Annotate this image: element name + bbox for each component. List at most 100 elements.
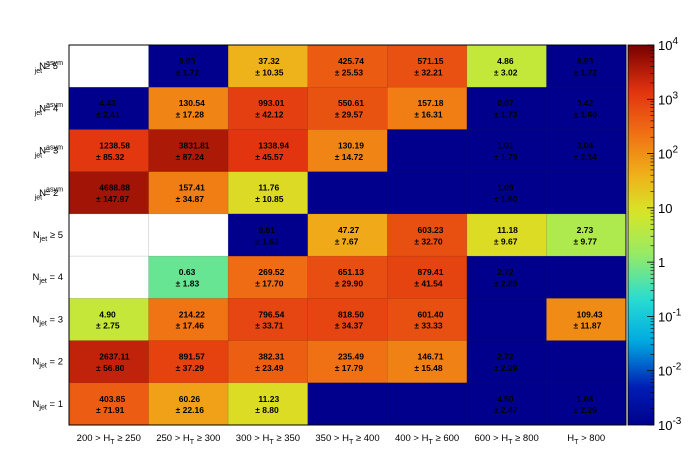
cell-value-label: 4.43 <box>99 98 116 108</box>
heatmap-cell <box>546 298 627 342</box>
heatmap-cell <box>307 87 388 130</box>
heatmap-cell <box>546 87 627 130</box>
cell-value-label: 8.81 <box>258 225 275 235</box>
y-tick-label: Nasym jet = 3 <box>34 143 63 159</box>
heatmap-cell <box>148 87 229 130</box>
heatmap-cell <box>307 171 388 215</box>
cell-error-label: ± 37.29 <box>176 363 205 373</box>
heatmap-cell <box>148 256 229 299</box>
cell-value-label: 8.93 <box>577 56 594 66</box>
heatmap-cell <box>546 340 627 384</box>
cell-error-label: ± 9.77 <box>573 236 597 246</box>
cell-error-label: ± 1.72 <box>176 67 200 77</box>
colorbar-tick-label: 10-3 <box>658 416 682 433</box>
heatmap-cell <box>69 129 150 173</box>
heatmap-cell <box>387 87 468 130</box>
x-tick-label: 300 > HT ≥ 350 <box>236 433 300 446</box>
colorbar-tick-label: 104 <box>658 36 678 53</box>
cell-value-label: 1338.94 <box>258 140 289 150</box>
colorbar-tick-label: 103 <box>658 90 678 107</box>
x-axis-labels: 200 > HT ≥ 250 250 > HT ≥ 300 300 > HT ≥ 3… <box>77 433 606 446</box>
heatmap-cell <box>228 171 309 215</box>
colorbar-gradient <box>627 44 655 426</box>
y-tick-label: Nasym jet = 4 <box>34 101 63 117</box>
heatmap-cell <box>546 129 627 173</box>
heatmap-cell <box>307 213 388 257</box>
heatmap-cell <box>307 129 388 173</box>
heatmap-cell <box>148 129 229 173</box>
x-tick-label: 200 > HT ≥ 250 <box>77 433 141 446</box>
cell-error-label: ± 33.71 <box>255 321 284 331</box>
cell-error-label: ± 2.41 <box>96 110 120 120</box>
heatmap-cell-empty <box>69 256 149 299</box>
y-tick-label: Njet = 4 <box>33 272 64 285</box>
heatmap-cell <box>228 340 309 384</box>
cell-value-label: 8.93 <box>179 56 196 66</box>
cell-value-label: 2637.11 <box>99 352 130 362</box>
heatmap-cell <box>228 87 309 130</box>
heatmap-cell <box>307 298 388 342</box>
cell-value-label: 651.13 <box>338 267 364 277</box>
cell-error-label: ± 10.35 <box>255 67 284 77</box>
cell-value-label: 146.71 <box>418 352 444 362</box>
cell-error-label: ± 42.12 <box>255 110 284 120</box>
cell-value-label: 601.40 <box>418 309 444 319</box>
heatmap-cell <box>148 298 229 342</box>
cell-value-label: 4688.88 <box>99 183 130 193</box>
cell-error-label: ± 2.89 <box>494 279 518 289</box>
heatmap-cell <box>69 87 150 130</box>
cell-value-label: 1.09 <box>497 183 514 193</box>
cell-error-label: ± 1.60 <box>573 110 597 120</box>
cell-error-label: ± 17.28 <box>176 110 205 120</box>
heatmap-cell <box>148 382 229 426</box>
x-tick-label: 250 > HT ≥ 300 <box>156 433 220 446</box>
heatmap-cell <box>546 213 627 257</box>
cell-value-label: 60.26 <box>179 394 201 404</box>
cell-error-label: ± 1.60 <box>494 194 518 204</box>
heatmap-cell <box>387 213 468 257</box>
cell-value-label: 0.42 <box>577 98 594 108</box>
cell-value-label: 550.61 <box>338 98 364 108</box>
cell-value-label: 425.74 <box>338 56 364 66</box>
cell-value-label: 1238.58 <box>99 140 130 150</box>
cell-error-label: ± 87.24 <box>176 152 205 162</box>
heatmap-cell <box>466 256 547 299</box>
cell-value-label: 11.23 <box>258 394 279 404</box>
heatmap-cell <box>307 340 388 384</box>
cell-error-label: ± 41.54 <box>414 279 443 289</box>
heatmap-cell <box>466 87 547 130</box>
cell-error-label: ± 2.75 <box>96 321 120 331</box>
cell-error-label: ± 10.85 <box>255 194 284 204</box>
cell-value-label: 818.50 <box>338 309 364 319</box>
y-axis-labels: Nasym jet ≥ 5 Nasym jet = 4 Nasym jet = 3 Nasy… <box>33 59 64 412</box>
heatmap-cell <box>69 298 150 342</box>
cell-value-label: 269.52 <box>258 267 284 277</box>
cell-error-label: ± 15.48 <box>414 363 443 373</box>
cell-error-label: ± 9.67 <box>494 236 518 246</box>
cell-value-label: 11.18 <box>497 225 518 235</box>
cell-error-label: ± 2.14 <box>573 152 597 162</box>
heatmap-cell <box>466 213 547 257</box>
heatmap-cell <box>466 129 547 173</box>
cell-error-label: ± 29.57 <box>335 110 364 120</box>
x-tick-label: 350 > HT ≥ 400 <box>315 433 379 446</box>
colorbar-tick-label: 10-1 <box>658 307 682 324</box>
cell-error-label: ± 11.87 <box>573 321 601 331</box>
cell-error-label: ± 14.72 <box>335 152 364 162</box>
colorbar-tick-label: 102 <box>658 145 678 162</box>
cell-value-label: 109.43 <box>577 309 603 319</box>
cell-error-label: ± 1.72 <box>573 67 597 77</box>
cell-error-label: ± 1.73 <box>494 110 518 120</box>
cell-error-label: ± 1.63 <box>255 236 279 246</box>
cell-error-label: ± 56.80 <box>96 363 125 373</box>
cell-value-label: 4.86 <box>497 56 514 66</box>
cell-error-label: ± 8.80 <box>255 405 279 415</box>
cell-value-label: 130.19 <box>338 140 364 150</box>
heatmap-cell <box>387 171 468 215</box>
heatmap-cell <box>307 45 388 88</box>
y-tick-label: Nasym jet ≥ 5 <box>34 59 63 75</box>
heatmap-cell <box>466 45 547 88</box>
cell-value-label: 37.32 <box>258 56 280 66</box>
cell-value-label: 603.23 <box>418 225 444 235</box>
